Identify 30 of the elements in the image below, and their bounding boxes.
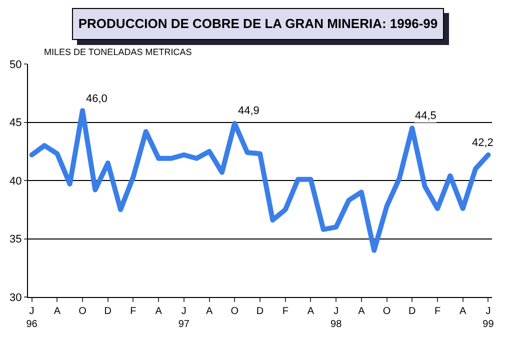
x-tick-label: J 98 [330,306,342,330]
x-tick-label: D [256,306,264,317]
x-tick-label: A [307,306,314,317]
x-tick-label: O [382,306,391,317]
x-tick-label: F [130,306,136,317]
x-tick-label: A [206,306,213,317]
y-axis-title: MILES DE TONELADAS METRICAS [44,47,192,57]
y-tick-label: 45 [10,117,22,130]
y-tick-label: 30 [10,292,22,304]
x-tick-label: A [460,306,467,317]
x-tick-label: J 97 [178,306,190,330]
x-tick-label: O [230,306,239,317]
x-tick-label: J 99 [482,306,494,330]
x-tick-label: J 96 [26,306,38,330]
x-tick-label: D [104,306,112,317]
data-label: 42,2 [472,137,494,149]
data-label: 44,5 [415,110,436,122]
x-tick-label: F [434,306,441,317]
x-tick-label: D [408,306,416,317]
y-tick-label: 40 [10,175,22,188]
y-tick-label: 35 [10,234,22,246]
x-tick-label: A [54,306,61,317]
x-tick-label: A [155,306,162,317]
x-tick-label: A [358,306,366,317]
y-tick-label: 50 [10,58,22,71]
data-label: 46,0 [86,93,108,105]
x-tick-label: F [282,306,288,317]
data-label: 44,9 [238,105,260,117]
x-tick-label: O [78,306,87,317]
chart-title: PRODUCCION DE COBRE DE LA GRAN MINERIA: 1996-99 [72,8,444,40]
